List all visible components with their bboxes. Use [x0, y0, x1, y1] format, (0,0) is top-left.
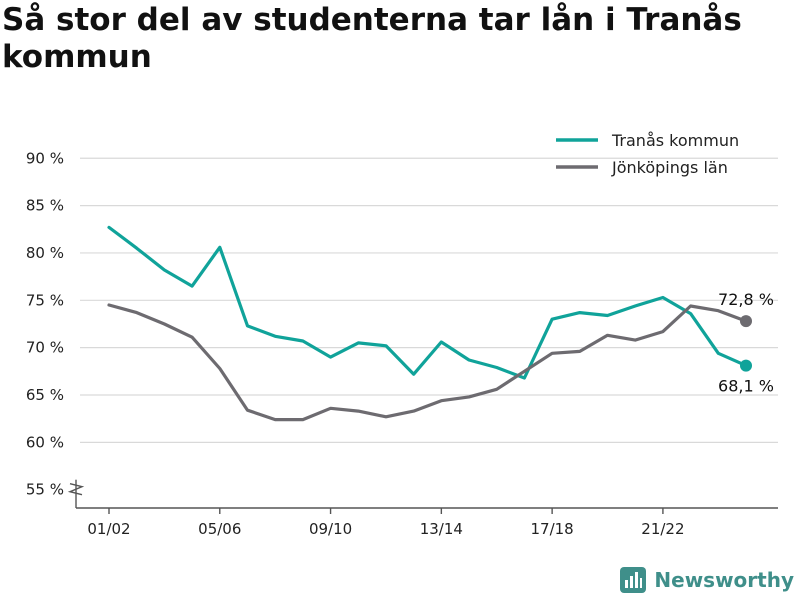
y-axis: 55 % 60 % 65 % 70 % 75 % 80 % 85 % 90 % — [26, 149, 85, 508]
end-value-label: 72,8 % — [718, 290, 774, 309]
y-tick-label: 85 % — [26, 197, 64, 215]
end-value-label: 68,1 % — [718, 377, 774, 396]
x-tick-label: 21/22 — [641, 520, 684, 538]
legend-label: Jönköpings län — [611, 158, 728, 177]
y-tick-label: 60 % — [26, 433, 64, 451]
y-tick-label: 90 % — [26, 149, 64, 167]
series-line — [107, 303, 748, 422]
legend-label: Tranås kommun — [611, 131, 739, 150]
axis-break-icon — [67, 483, 85, 496]
series-line — [107, 225, 748, 380]
series-lines: 68,1 % 72,8 % — [107, 225, 774, 422]
legend: Tranås kommun Jönköpings län — [556, 131, 739, 177]
end-point — [740, 315, 752, 328]
newsworthy-logo: Newsworthy — [620, 564, 794, 596]
y-tick-label: 80 % — [26, 244, 64, 262]
grid-lines — [80, 157, 778, 443]
y-tick-label: 75 % — [26, 291, 64, 309]
y-tick-label: 70 % — [26, 339, 64, 357]
y-tick-label: 55 % — [26, 481, 64, 499]
x-tick-label: 13/14 — [420, 520, 463, 538]
x-tick-label: 09/10 — [309, 520, 352, 538]
x-tick-label: 17/18 — [531, 520, 574, 538]
end-point — [740, 359, 752, 372]
x-tick-label: 01/02 — [87, 520, 130, 538]
brand-name: Newsworthy — [654, 568, 794, 592]
bar-chart-icon — [620, 567, 647, 593]
x-tick-label: 05/06 — [198, 520, 241, 538]
chart-title: Så stor del av studenterna tar lån i Tra… — [2, 2, 742, 75]
x-axis: 01/02 05/06 09/10 13/14 17/18 21/22 — [76, 507, 778, 538]
y-tick-label: 65 % — [26, 386, 64, 404]
